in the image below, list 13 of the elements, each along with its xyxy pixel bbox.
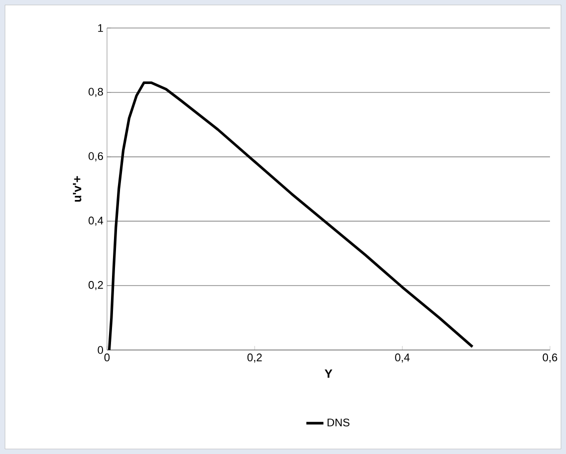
x-tick-label: 0,2	[247, 354, 262, 363]
y-axis-title: u'v'+	[72, 176, 82, 202]
y-tick-label: 1	[98, 24, 103, 32]
y-tick-label: 0,6	[88, 152, 103, 162]
x-tick-label: 0,4	[395, 354, 410, 363]
y-tick-label: 0,2	[88, 281, 103, 290]
x-axis-title: Y	[324, 369, 332, 378]
y-tick-label: 0,8	[88, 88, 103, 97]
y-tick-label: 0	[98, 346, 104, 354]
x-tick-label: 0,6	[542, 354, 558, 363]
y-tick-label: 0,4	[88, 216, 104, 226]
legend-label: DNS	[328, 418, 350, 426]
x-tick-label: 0	[104, 354, 110, 362]
